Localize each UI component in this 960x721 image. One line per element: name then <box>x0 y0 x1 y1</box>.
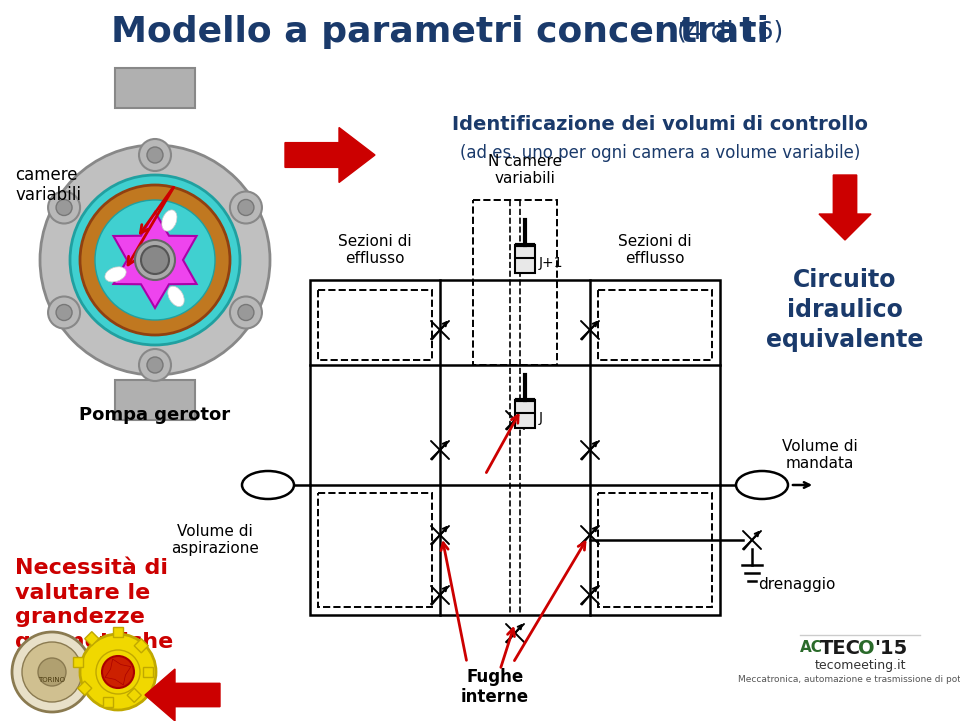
Bar <box>310 280 720 615</box>
Text: AC: AC <box>800 640 823 655</box>
Text: Sezioni di
efflusso: Sezioni di efflusso <box>618 234 692 266</box>
Bar <box>127 689 141 702</box>
Text: Identificazione dei volumi di controllo: Identificazione dei volumi di controllo <box>452 115 868 135</box>
Bar <box>115 380 195 420</box>
Bar <box>103 697 113 707</box>
Ellipse shape <box>162 210 177 231</box>
Bar <box>515 245 535 273</box>
Text: camere
variabili: camere variabili <box>15 166 81 204</box>
Bar <box>143 667 153 677</box>
Circle shape <box>230 192 262 224</box>
Bar <box>84 632 99 646</box>
Circle shape <box>147 357 163 373</box>
Text: J: J <box>539 411 543 425</box>
Text: J+1: J+1 <box>539 256 564 270</box>
Bar <box>473 200 557 365</box>
Text: tecomeeting.it: tecomeeting.it <box>814 660 905 673</box>
Polygon shape <box>285 128 375 182</box>
Circle shape <box>56 304 72 321</box>
Circle shape <box>70 175 240 345</box>
Text: Modello a parametri concentrati: Modello a parametri concentrati <box>111 15 769 49</box>
Polygon shape <box>105 659 131 685</box>
Circle shape <box>48 192 80 224</box>
Circle shape <box>230 296 262 329</box>
Bar <box>73 657 83 667</box>
Circle shape <box>48 296 80 329</box>
Circle shape <box>141 246 169 274</box>
Circle shape <box>22 642 82 702</box>
Bar <box>78 681 92 695</box>
Text: Volume di
aspirazione: Volume di aspirazione <box>171 523 259 556</box>
Circle shape <box>80 185 230 335</box>
Text: Fughe
interne: Fughe interne <box>461 668 529 707</box>
Bar <box>598 493 712 607</box>
Polygon shape <box>113 212 197 308</box>
Circle shape <box>80 634 156 710</box>
Text: TEC: TEC <box>820 639 861 658</box>
Circle shape <box>12 632 92 712</box>
Bar <box>515 400 535 428</box>
Text: (4 di 16): (4 di 16) <box>677 20 783 44</box>
Polygon shape <box>819 175 871 240</box>
Circle shape <box>135 240 175 280</box>
Ellipse shape <box>242 471 294 499</box>
Circle shape <box>38 658 66 686</box>
Bar <box>318 290 432 360</box>
Ellipse shape <box>168 286 184 306</box>
Bar <box>113 627 123 637</box>
Text: O: O <box>858 639 875 658</box>
Circle shape <box>40 145 270 375</box>
Circle shape <box>139 139 171 171</box>
Text: Necessità di
valutare le
grandezze
geometriche: Necessità di valutare le grandezze geome… <box>15 558 173 653</box>
Circle shape <box>96 650 140 694</box>
Polygon shape <box>145 669 220 721</box>
Circle shape <box>102 656 134 688</box>
Text: '15: '15 <box>874 639 907 658</box>
Circle shape <box>238 200 254 216</box>
Bar <box>134 639 149 653</box>
Circle shape <box>238 304 254 321</box>
Ellipse shape <box>105 267 126 282</box>
Bar <box>598 290 712 360</box>
Text: Circuito
idraulico
equivalente: Circuito idraulico equivalente <box>766 268 924 352</box>
Text: Meccatronica, automazione e trasmissione di potenza: Meccatronica, automazione e trasmissione… <box>737 676 960 684</box>
Text: N camere
variabili: N camere variabili <box>488 154 562 186</box>
Circle shape <box>139 349 171 381</box>
Text: drenaggio: drenaggio <box>758 578 836 593</box>
Text: Volume di
mandata: Volume di mandata <box>782 439 858 472</box>
Text: Sezioni di
efflusso: Sezioni di efflusso <box>338 234 412 266</box>
Text: Pompa gerotor: Pompa gerotor <box>80 406 230 424</box>
Circle shape <box>95 200 215 320</box>
Bar <box>318 493 432 607</box>
Circle shape <box>56 200 72 216</box>
Ellipse shape <box>736 471 788 499</box>
Text: (ad es. uno per ogni camera a volume variabile): (ad es. uno per ogni camera a volume var… <box>460 144 860 162</box>
Bar <box>115 68 195 108</box>
Circle shape <box>147 147 163 163</box>
Text: TORINO: TORINO <box>38 677 65 683</box>
